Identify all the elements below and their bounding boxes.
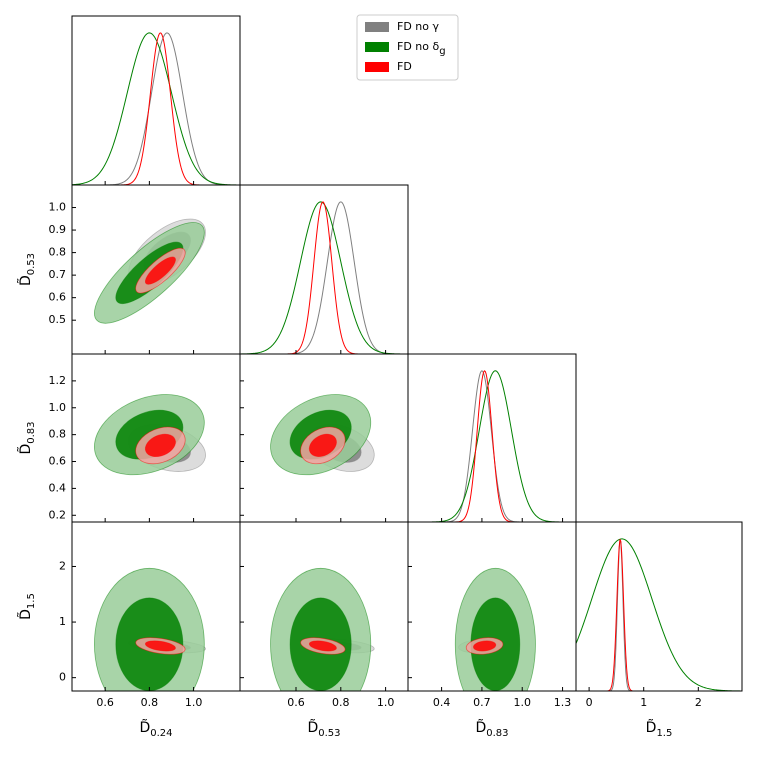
legend-label: FD no γ bbox=[397, 20, 439, 33]
legend-swatch bbox=[365, 42, 389, 52]
contour-68 bbox=[308, 640, 337, 652]
axis-label-symbol: D̃ bbox=[17, 609, 34, 620]
x-tick-label: 0.4 bbox=[433, 696, 451, 709]
axis-label-symbol: D̃ bbox=[307, 719, 318, 736]
axis-label-symbol: D̃ bbox=[17, 275, 34, 286]
x-tick-label: 0.8 bbox=[141, 696, 159, 709]
axis-label: D̃0.53 bbox=[17, 253, 37, 286]
legend-swatch bbox=[365, 62, 389, 72]
x-tick-label: 0.6 bbox=[287, 696, 305, 709]
axis-label: D̃ 0.24 bbox=[139, 719, 172, 739]
y-tick-label: 0.8 bbox=[49, 246, 67, 259]
axis-label: D̃0.83 bbox=[17, 421, 37, 454]
axis-label: D̃0.53 bbox=[307, 719, 340, 739]
marginal-curve bbox=[72, 32, 240, 185]
y-tick-label: 0.6 bbox=[49, 291, 67, 304]
panel bbox=[270, 394, 375, 476]
marginal-curve bbox=[408, 370, 576, 522]
x-tick-label: 0.7 bbox=[473, 696, 491, 709]
y-tick-label: 2 bbox=[59, 559, 66, 572]
y-tick-label: 0 bbox=[59, 671, 66, 684]
axis-label-sub: 1.5 bbox=[656, 728, 672, 739]
panel bbox=[94, 394, 206, 476]
y-tick-label: 0.5 bbox=[49, 313, 67, 326]
x-tick-label: 1.0 bbox=[513, 696, 531, 709]
axis-label: D̃0.83 bbox=[475, 719, 508, 739]
marginal-curve bbox=[408, 370, 576, 522]
marginal-curve bbox=[240, 201, 408, 354]
axis-label-symbol: D̃ bbox=[139, 719, 150, 736]
x-tick-label: 1.3 bbox=[554, 696, 572, 709]
y-tick-label: 0.4 bbox=[49, 481, 67, 494]
marginal-curve bbox=[72, 32, 240, 185]
panel-frame bbox=[575, 521, 743, 692]
contour-68 bbox=[472, 640, 497, 652]
x-tick-label: 1 bbox=[640, 696, 647, 709]
axis-label: D̃1.5 bbox=[646, 719, 673, 739]
contour-68 bbox=[144, 433, 176, 458]
y-tick-label: 0.9 bbox=[49, 223, 67, 236]
axis-label-sub: 0.53 bbox=[26, 253, 37, 275]
marginal-curve bbox=[576, 539, 742, 691]
axis-label-sub: 0.53 bbox=[318, 728, 340, 739]
x-tick-label: 0.6 bbox=[96, 696, 114, 709]
axis-label: D̃1.5 bbox=[17, 593, 37, 620]
y-tick-label: 1.0 bbox=[49, 401, 67, 414]
y-tick-label: 0.7 bbox=[49, 268, 67, 281]
panel bbox=[270, 567, 375, 691]
x-tick-label: 0.8 bbox=[332, 696, 350, 709]
legend-swatch bbox=[365, 22, 389, 32]
marginal-curve bbox=[240, 201, 408, 354]
x-tick-label: 1.0 bbox=[185, 696, 203, 709]
axis-label-sub: 0.83 bbox=[486, 728, 508, 739]
y-tick-label: 0.8 bbox=[49, 428, 67, 441]
panel-frame bbox=[239, 184, 409, 355]
marginal-curve bbox=[408, 370, 576, 522]
marginal-curve bbox=[240, 201, 408, 354]
contour-68 bbox=[144, 640, 176, 652]
y-tick-label: 0.6 bbox=[49, 455, 67, 468]
marginal-curve bbox=[72, 32, 240, 185]
axis-label-symbol: D̃ bbox=[475, 719, 486, 736]
y-tick-label: 1.2 bbox=[49, 374, 67, 387]
y-tick-label: 1 bbox=[59, 615, 66, 628]
y-tick-label: 0.2 bbox=[49, 508, 67, 521]
marginal-curve bbox=[576, 538, 742, 691]
panel bbox=[72, 32, 240, 185]
contour-68 bbox=[144, 256, 176, 285]
panel-frame bbox=[71, 15, 241, 186]
panel bbox=[576, 538, 742, 691]
x-tick-label: 1.0 bbox=[377, 696, 395, 709]
y-tick-label: 1.0 bbox=[49, 201, 67, 214]
panel bbox=[240, 201, 408, 354]
axis-label-sub: 0.24 bbox=[150, 728, 172, 739]
legend-label: FD bbox=[397, 60, 412, 73]
marginal-curve bbox=[576, 539, 742, 691]
axis-label-symbol: D̃ bbox=[646, 719, 657, 736]
x-tick-label: 2 bbox=[695, 696, 702, 709]
axis-label-sub: 1.5 bbox=[26, 593, 37, 609]
panel bbox=[94, 567, 206, 691]
legend-label: FD no δ bbox=[397, 40, 439, 53]
x-tick-label: 0 bbox=[586, 696, 593, 709]
legend-label-sub: g bbox=[439, 46, 445, 57]
contour-68 bbox=[308, 433, 337, 458]
panel bbox=[454, 567, 536, 691]
panel bbox=[408, 370, 576, 522]
axis-label-symbol: D̃ bbox=[17, 444, 34, 455]
axis-label-sub: 0.83 bbox=[26, 421, 37, 443]
panel bbox=[94, 218, 206, 324]
legend: FD no γ FD no δ g FD bbox=[356, 14, 459, 81]
